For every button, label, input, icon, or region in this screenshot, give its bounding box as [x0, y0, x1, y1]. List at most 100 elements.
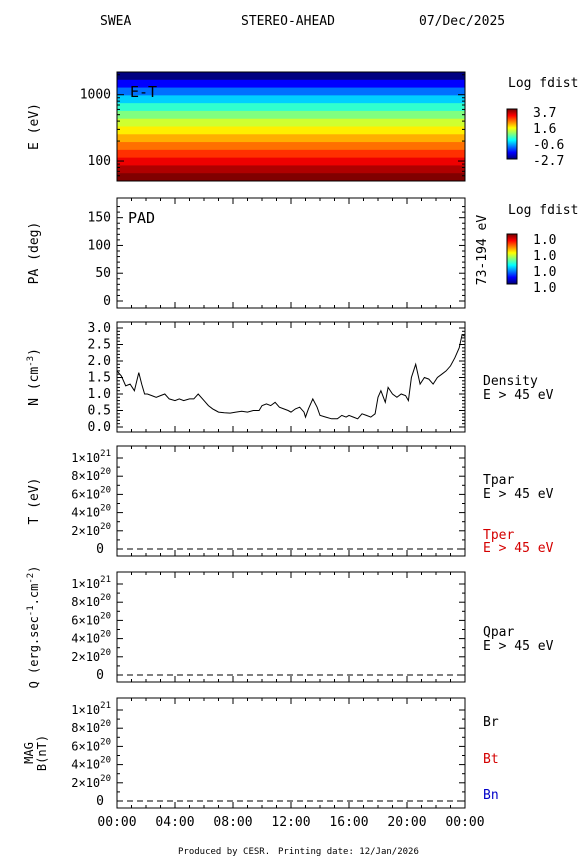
colorbar-segment [507, 153, 517, 155]
y-tick-label-heatflux: 6×1020 [71, 611, 111, 627]
y-tick-label-density: 1.0 [88, 387, 111, 402]
colorbar-segment [507, 274, 517, 276]
panel-frame-mag [116, 697, 466, 809]
colorbar-segment [507, 246, 517, 248]
colorbar-segment [507, 123, 517, 125]
colorbar-segment [507, 113, 517, 115]
colorbar-segment [507, 249, 517, 251]
colorbar-segment [507, 261, 517, 263]
legend-qpar-energy: E > 45 eV [483, 639, 554, 654]
y-tick-label-heatflux: 2×1020 [71, 648, 111, 664]
colorbar-segment [507, 257, 517, 259]
colorbar-segment [507, 117, 517, 119]
colorbar-tick-label-et: -2.7 [533, 154, 564, 169]
colorbar-segment [507, 252, 517, 254]
colorbar-segment [507, 133, 517, 135]
spectrogram-frame [116, 71, 466, 182]
x-tick-label-time: 00:00 [97, 815, 136, 830]
y-tick-label-density: 2.0 [88, 354, 111, 369]
y-tick-label-temperature: 8×1020 [71, 467, 111, 483]
colorbar-segment [507, 236, 517, 238]
spectrogram-band [117, 103, 465, 112]
spectrogram-band [117, 126, 465, 135]
colorbar-segment [507, 126, 517, 128]
x-tick-label-time: 08:00 [213, 815, 252, 830]
y-axis-label-pa: PA (deg) [27, 222, 42, 285]
colorbar-segment [507, 127, 517, 129]
spectrogram-band [117, 165, 465, 174]
colorbar-segment [507, 251, 517, 253]
x-tick-label-time: 16:00 [329, 815, 368, 830]
colorbar-segment [507, 239, 517, 241]
spectrogram-band [117, 72, 465, 81]
y-tick-label-energy: 100 [88, 154, 111, 169]
x-tick-label-time: 12:00 [271, 815, 310, 830]
colorbar-segment [507, 255, 517, 257]
y-tick-label-density: 1.5 [88, 371, 111, 386]
colorbar-tick-label-et: -0.6 [533, 138, 564, 153]
spectrogram-band [117, 173, 465, 182]
colorbar-tick-label-pad: 1.0 [533, 265, 556, 280]
panel-frame-pad [116, 197, 466, 309]
colorbar-segment [507, 132, 517, 134]
colorbar-segment [507, 148, 517, 150]
colorbar-segment [507, 112, 517, 114]
colorbar-segment [507, 269, 517, 271]
colorbar-segment [507, 276, 517, 278]
colorbar-segment [507, 245, 517, 247]
colorbar-segment [507, 115, 517, 117]
colorbar-tick-label-et: 1.6 [533, 122, 556, 137]
spectrogram-band [117, 142, 465, 151]
colorbar-segment [507, 130, 517, 132]
panel-tag-pad: PAD [128, 209, 155, 227]
y-tick-label-temperature: 4×1020 [71, 504, 111, 520]
colorbar-segment [507, 154, 517, 156]
colorbar-segment [507, 240, 517, 242]
colorbar-segment [507, 134, 517, 136]
colorbar-segment [507, 121, 517, 123]
colorbar-segment [507, 243, 517, 245]
colorbar-segment [507, 155, 517, 157]
y-tick-label-density: 0.0 [88, 420, 111, 435]
y-tick-label-temperature: 2×1020 [71, 522, 111, 538]
colorbar-segment [507, 260, 517, 262]
y-axis-label-temperature: T (eV) [27, 478, 42, 525]
colorbar-segment [507, 150, 517, 152]
colorbar-segment [507, 128, 517, 130]
colorbar-segment [507, 124, 517, 126]
colorbar-segment [507, 135, 517, 137]
density-series-line [116, 333, 466, 420]
colorbar-segment [507, 131, 517, 133]
colorbar-segment [507, 157, 517, 159]
colorbar-segment [507, 265, 517, 267]
colorbar-segment [507, 281, 517, 283]
y-tick-label-energy: 1000 [80, 88, 111, 103]
legend-tper: Tper [483, 528, 514, 543]
legend-tpar-energy: E > 45 eV [483, 487, 554, 502]
y-tick-label-pa: 50 [95, 266, 111, 281]
spectrogram-band [117, 95, 465, 104]
colorbar-segment [507, 279, 517, 281]
colorbar-segment [507, 277, 517, 279]
colorbar-frame-pad [506, 233, 518, 285]
colorbar-tick-label-pad: 1.0 [533, 281, 556, 296]
colorbar-segment [507, 145, 517, 147]
panel-tag-et: E-T [130, 83, 157, 101]
spectrogram-band [117, 87, 465, 96]
colorbar-segment [507, 247, 517, 249]
colorbar-segment [507, 256, 517, 258]
colorbar-segment [507, 116, 517, 118]
y-tick-label-mag: 4×1020 [71, 756, 111, 772]
colorbar-segment [507, 147, 517, 149]
y-axis-label-density: N (cm-3) [26, 348, 42, 406]
colorbar-segment [507, 146, 517, 148]
y-tick-label-pa: 0 [103, 294, 111, 309]
colorbar-segment [507, 110, 517, 112]
colorbar-segment [507, 114, 517, 116]
colorbar-segment [507, 149, 517, 151]
colorbar-tick-label-et: 3.7 [533, 106, 556, 121]
colorbar-segment [507, 109, 517, 111]
y-tick-label-temperature: 0 [96, 542, 104, 557]
colorbar-segment [507, 267, 517, 269]
colorbar-segment [507, 244, 517, 246]
